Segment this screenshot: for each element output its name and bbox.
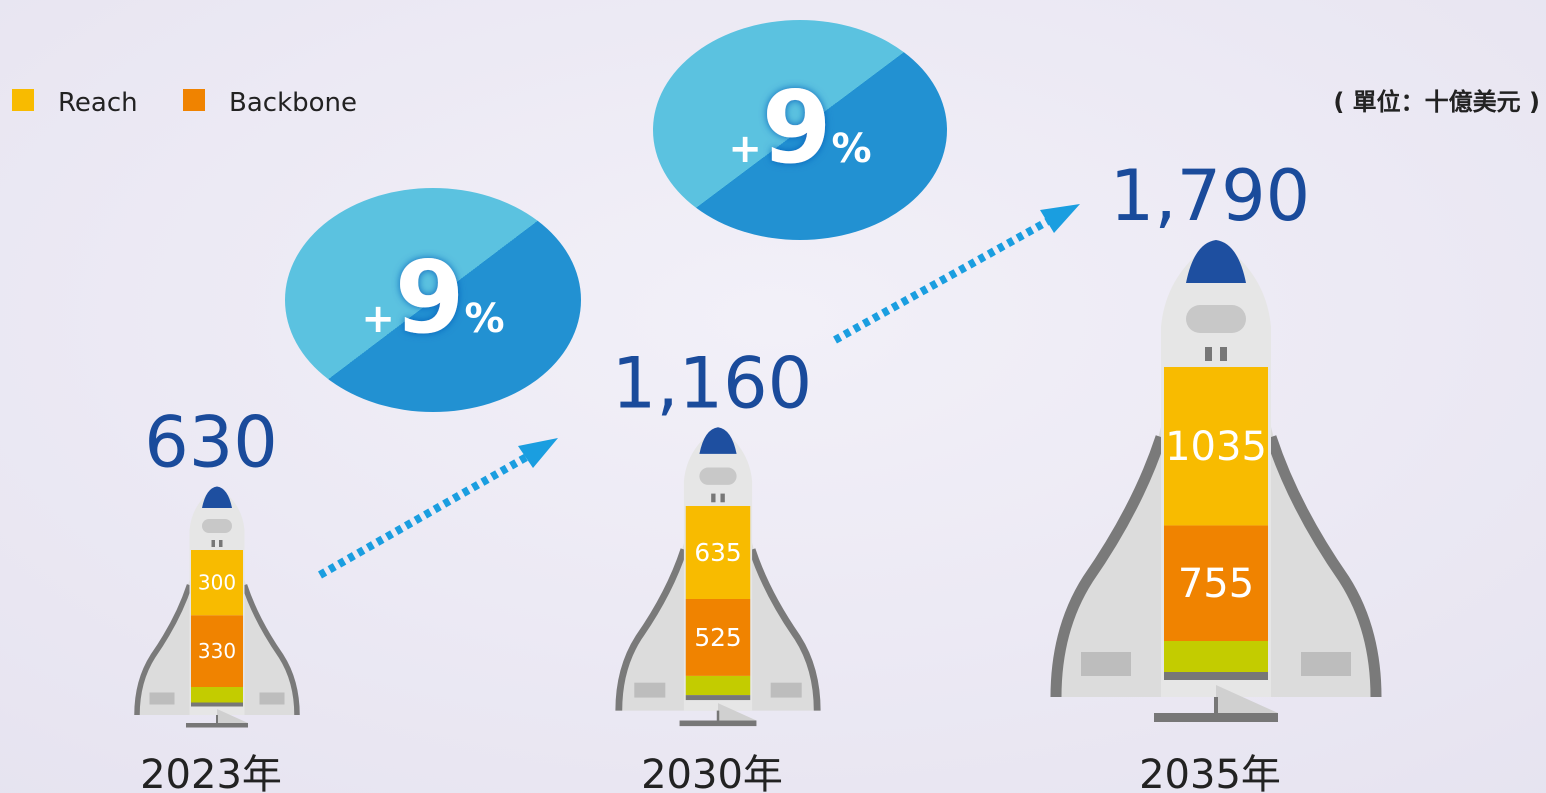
segment-label: 300 — [198, 571, 236, 595]
rocket: 525 635 — [615, 427, 821, 727]
rocket-band — [191, 702, 243, 707]
wing-window — [1081, 652, 1131, 676]
rocket-band — [685, 675, 751, 696]
bar-segment — [685, 598, 751, 676]
rocket-wing-edge — [134, 584, 193, 716]
rocket-vent — [211, 540, 215, 547]
bar-segment — [1164, 367, 1268, 526]
growth-arrow — [318, 438, 558, 579]
rocket-wing-edge — [615, 548, 688, 711]
rocket-band — [1164, 672, 1268, 680]
total-label: 1,790 — [1110, 155, 1310, 237]
rocket-band — [1164, 641, 1268, 672]
rocket-vent — [711, 493, 716, 503]
rocket-band — [685, 695, 751, 701]
category-label: 2030年 — [641, 752, 783, 793]
growth-oval — [653, 20, 947, 240]
bar-segment — [191, 615, 243, 687]
legend-label: Backbone — [229, 88, 357, 118]
unit-label: ( 單位：十億美元 ) — [1333, 88, 1540, 116]
growth-label: +9% — [361, 239, 504, 356]
rocket-nose — [202, 486, 232, 508]
legend-swatch — [12, 89, 34, 111]
bar-segment — [191, 550, 243, 616]
category-label: 2035年 — [1139, 752, 1281, 793]
wing-window — [770, 682, 802, 698]
rocket-exhaust — [718, 703, 757, 721]
legend-swatch — [183, 89, 205, 111]
rocket-base — [186, 723, 248, 728]
bar-segment — [685, 506, 751, 599]
rocket-vent — [1205, 347, 1212, 361]
rocket-vent — [1220, 347, 1227, 361]
rocket-wing-edge — [1265, 435, 1382, 698]
wing-window — [634, 682, 666, 698]
rocket-vent — [720, 493, 725, 503]
total-label: 630 — [144, 402, 278, 484]
rocket-window — [699, 467, 737, 485]
category-label: 2023年 — [140, 752, 282, 793]
segment-label: 635 — [694, 538, 741, 567]
wing-window — [149, 692, 175, 705]
growth-label: +9% — [728, 69, 871, 186]
rocket-nose — [1186, 240, 1246, 283]
rocket-exhaust — [217, 709, 248, 723]
rocket-base — [1154, 713, 1278, 722]
bar-segment — [1164, 525, 1268, 641]
total-label: 1,160 — [612, 342, 812, 424]
rocket-vent — [219, 540, 223, 547]
segment-label: 525 — [694, 623, 741, 652]
growth-arrow — [833, 204, 1080, 344]
rocket-window — [1186, 305, 1246, 333]
rocket-nose — [699, 427, 737, 454]
rocket-band — [191, 687, 243, 703]
legend-label: Reach — [58, 88, 138, 118]
rocket: 755 1035 — [1050, 240, 1382, 722]
rocket-window — [202, 519, 232, 533]
segment-label: 330 — [198, 639, 236, 663]
wing-window — [1301, 652, 1351, 676]
wing-window — [259, 692, 285, 705]
rocket-exhaust — [1216, 685, 1278, 713]
growth-oval — [285, 188, 581, 412]
rocket-wing-edge — [748, 548, 821, 711]
segment-label: 755 — [1178, 561, 1254, 607]
rocket-base — [679, 720, 757, 727]
rocket-wing-edge — [1050, 435, 1167, 698]
rocket: 330 300 — [134, 486, 300, 728]
segment-label: 1035 — [1165, 424, 1267, 470]
rocket-wing-edge — [241, 584, 300, 716]
